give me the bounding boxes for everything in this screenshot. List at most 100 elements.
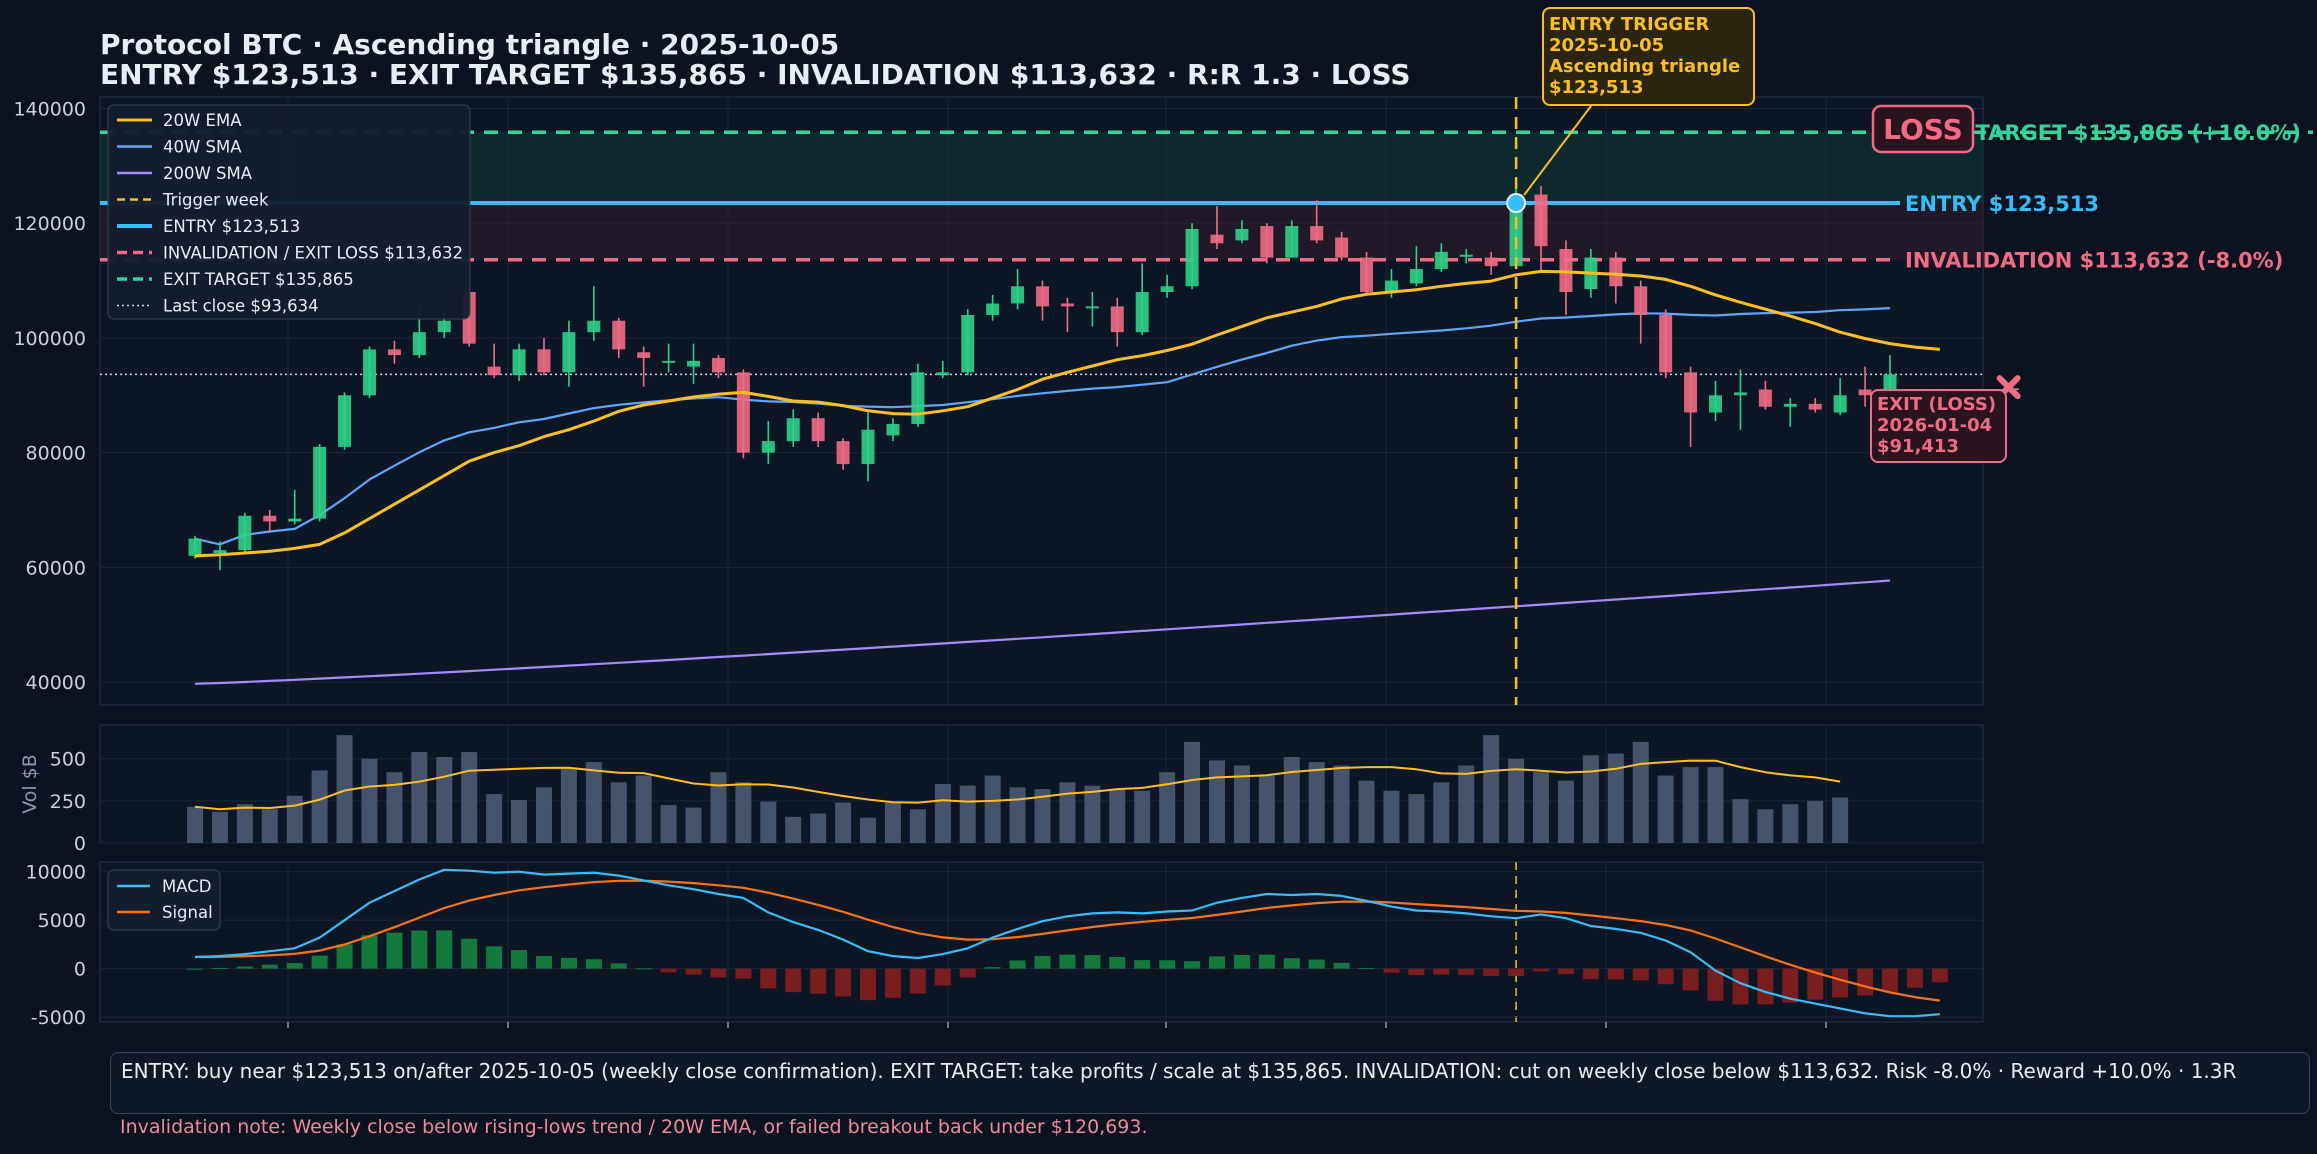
volume-bar (1034, 789, 1051, 843)
exit-loss-text: EXIT (LOSS) (1877, 394, 1996, 415)
macd-histogram-bar (909, 968, 926, 994)
volume-bar (1757, 809, 1774, 843)
candle-body (1135, 292, 1149, 333)
candle-body (512, 349, 526, 376)
macd-histogram-bar (984, 967, 1001, 969)
candle-body (612, 320, 626, 350)
macd-histogram-bar (1832, 968, 1849, 998)
macd-histogram-bar (760, 968, 777, 989)
macd-histogram-bar (1208, 956, 1225, 969)
volume-bar (1732, 799, 1749, 843)
macd-histogram-bar (635, 968, 652, 970)
macd-histogram-bar (1657, 968, 1674, 985)
candle-body (1036, 286, 1049, 307)
candle-body (1434, 251, 1448, 270)
macd-histogram-bar (286, 963, 303, 969)
macd-histogram-bar (1931, 968, 1948, 983)
macd-line (194, 868, 1940, 1018)
volume-bar (959, 785, 976, 843)
macd-histogram-bar (386, 932, 403, 969)
volume-bar (461, 751, 478, 843)
macd-histogram-bar (261, 964, 278, 969)
macd-histogram-bar (511, 950, 528, 969)
candle-body (537, 349, 551, 373)
entry-trigger-text: ENTRY TRIGGER (1549, 14, 1709, 35)
volume-bar (585, 762, 602, 843)
macd-histogram-bar (710, 968, 727, 978)
volume-bar (1408, 794, 1425, 843)
volume-bar (1632, 741, 1649, 843)
macd-histogram-bar (311, 955, 328, 969)
macd-histogram-bar (486, 946, 503, 969)
volume-bar (286, 795, 303, 843)
candle-body (1260, 226, 1274, 258)
candle-body (387, 349, 401, 356)
candle-body (1709, 395, 1723, 413)
volume-bar (1109, 789, 1126, 843)
candle-body (1060, 303, 1074, 307)
candle-body (587, 320, 601, 333)
macd-histogram-bar (835, 968, 852, 997)
macd-histogram-bar (1408, 968, 1425, 976)
macd-histogram-bar (1159, 960, 1176, 969)
candle-body (188, 538, 202, 556)
macd-histogram-bar (810, 968, 827, 994)
candle-body (1684, 372, 1698, 413)
macd-legend: MACD Signal (107, 869, 221, 931)
macd-histogram-bar (411, 930, 428, 969)
macd-histogram-bar (1233, 955, 1250, 969)
macd-histogram-bar (560, 957, 577, 969)
candle-body (986, 303, 1000, 315)
volume-bar (785, 816, 802, 843)
result-badge (1871, 104, 1975, 154)
volume-bar (1508, 758, 1525, 843)
macd-histogram-bar (1707, 968, 1724, 1001)
candle-body (1609, 257, 1623, 287)
y-tick-label: 140000 (13, 98, 86, 120)
volume-bar (1059, 782, 1076, 843)
candle-body (886, 423, 900, 436)
candle-body (662, 360, 676, 363)
volume-bar (1159, 772, 1176, 843)
y-tick-label: 100000 (13, 328, 86, 350)
candle-body (1085, 306, 1099, 309)
invalidation-level-label: INVALIDATION $113,632 (-8.0%) (1905, 249, 2283, 273)
macd-histogram-bar (1458, 968, 1475, 975)
volume-bar (1134, 790, 1151, 843)
legend-label: 200W SMA (163, 164, 253, 183)
macd-histogram-bar (236, 966, 253, 969)
macd-histogram-bar (934, 968, 951, 986)
macd-histogram-bar (860, 968, 877, 1001)
signal-line (194, 879, 1941, 1002)
volume-bar (1582, 755, 1599, 843)
volume-bar (311, 770, 328, 843)
macd-histogram-bar (436, 930, 453, 969)
volume-bar (1657, 775, 1674, 843)
ema20-line (194, 269, 1941, 558)
result-badge-text: LOSS (1883, 113, 1963, 146)
legend-label: 40W SMA (163, 138, 242, 157)
macd-histogram-bar (735, 968, 752, 979)
macd-histogram-bar (1807, 968, 1824, 1000)
invalidation-note: Invalidation note: Weekly close below ri… (120, 1116, 1148, 1138)
y-tick-label: 40000 (26, 672, 86, 694)
volume-bar (1782, 804, 1799, 843)
candle-body (1210, 234, 1224, 244)
macd-histogram-bar (1184, 961, 1201, 969)
candle-body (687, 360, 701, 367)
volume-bar (1258, 775, 1275, 843)
macd-histogram-bar (1059, 954, 1076, 969)
candle-body (1160, 286, 1174, 293)
candle-body (263, 515, 277, 522)
y-tick-label: 250 (50, 791, 86, 813)
macd-histogram-bar (1109, 957, 1126, 969)
volume-bar (1458, 765, 1475, 843)
candle-body (1384, 280, 1398, 293)
volume-bar (934, 784, 951, 843)
volume-bar (1533, 772, 1550, 843)
volume-bar (1283, 757, 1300, 843)
macd-histogram-bar (1134, 960, 1151, 969)
volume-average-line (194, 759, 1841, 811)
volume-bar (486, 794, 503, 843)
legend-label: EXIT TARGET $135,865 (163, 270, 354, 289)
